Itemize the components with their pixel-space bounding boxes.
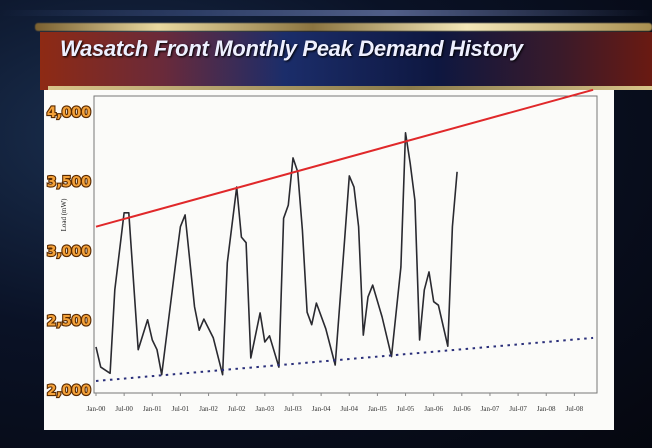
x-tick-label: Jan-04 <box>312 405 331 413</box>
x-tick-label: Jan-07 <box>481 405 500 413</box>
y-tick-label: 4,000 <box>47 105 92 121</box>
background-streak <box>0 10 652 16</box>
y-tick-label: 2,500 <box>47 314 92 330</box>
y-tick-label: 2,000 <box>47 383 92 399</box>
x-tick-label: Jan-05 <box>368 405 387 413</box>
title-banner <box>40 32 652 90</box>
y-tick-label: 3,000 <box>47 244 92 260</box>
x-tick-label: Jul-04 <box>341 405 359 413</box>
peak-demand-line <box>95 132 458 376</box>
x-tick-label: Jul-07 <box>509 405 527 413</box>
slide-title: Wasatch Front Monthly Peak Demand Histor… <box>60 36 523 61</box>
x-tick-label: Jul-08 <box>566 405 584 413</box>
x-tick-label: Jan-00 <box>87 405 106 413</box>
x-tick-label: Jul-02 <box>228 405 246 413</box>
x-tick-label: Jul-06 <box>453 405 471 413</box>
x-tick-label: Jul-03 <box>284 405 302 413</box>
upper-trend-line <box>95 88 594 228</box>
plot-frame <box>93 95 598 394</box>
x-tick-label: Jul-01 <box>172 405 190 413</box>
y-axis-label: Load (mW) <box>60 198 68 232</box>
lower-trend-line <box>95 336 594 382</box>
chart-panel <box>44 90 614 430</box>
x-tick-label: Jan-06 <box>424 405 443 413</box>
banner-divider <box>48 86 652 90</box>
gold-accent-bar <box>35 23 652 31</box>
x-tick-label: Jul-05 <box>397 405 415 413</box>
x-tick-label: Jan-02 <box>199 405 218 413</box>
x-tick-label: Jan-01 <box>143 405 162 413</box>
x-tick-label: Jan-08 <box>537 405 556 413</box>
y-tick-label: 3,500 <box>47 175 92 191</box>
x-tick-label: Jul-00 <box>115 405 133 413</box>
x-tick-label: Jan-03 <box>256 405 275 413</box>
